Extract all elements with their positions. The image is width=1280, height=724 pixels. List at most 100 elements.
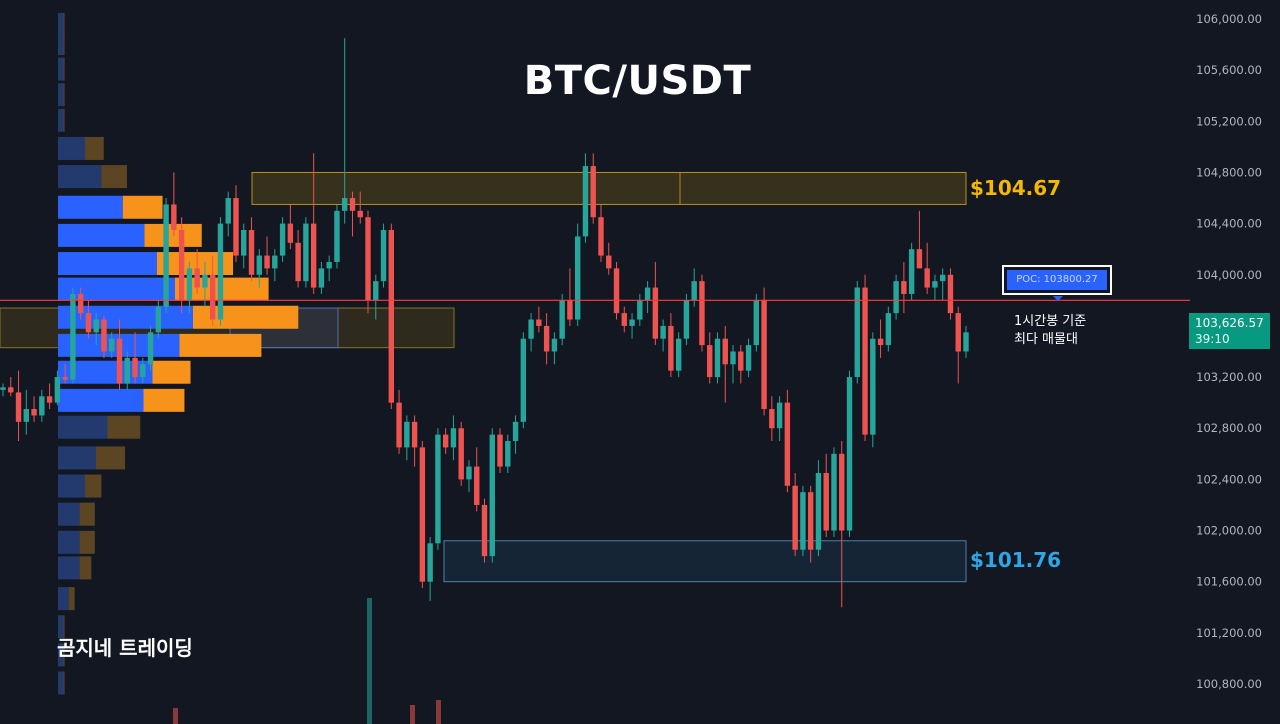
candle-body	[39, 396, 45, 416]
volume-bar	[410, 705, 415, 724]
poc-note: 1시간봉 기준 최다 매물대	[1014, 313, 1086, 349]
candle-body	[202, 274, 208, 288]
poc-note-line1: 1시간봉 기준	[1014, 314, 1087, 329]
candle-body	[310, 223, 317, 288]
candle-body	[54, 377, 61, 403]
candle-body	[792, 485, 798, 550]
candle-body	[109, 338, 115, 352]
candle-body	[349, 198, 356, 211]
candle-body	[435, 434, 441, 544]
candle-body	[870, 338, 876, 435]
y-axis-tick: 102,400.00	[1196, 472, 1262, 486]
candle-body	[62, 377, 68, 380]
candle-body	[924, 268, 930, 288]
volume-profile-up-bar	[58, 446, 96, 470]
candle-body	[474, 466, 480, 505]
candle-body	[940, 274, 946, 282]
volume-profile-down-bar	[63, 615, 65, 639]
candle-body	[877, 338, 884, 346]
volume-profile-down-bar	[179, 333, 262, 357]
current-price-value: 103,626.57	[1195, 316, 1264, 330]
volume-profile-down-bar	[63, 643, 65, 667]
candle-countdown: 39:10	[1195, 332, 1230, 346]
candle-body	[357, 210, 363, 218]
volume-profile-up-bar	[58, 643, 64, 667]
volume-profile-down-bar	[63, 57, 65, 81]
candle-body	[512, 421, 519, 442]
candle-body	[784, 402, 791, 486]
candle-body	[163, 204, 169, 307]
candle-body	[893, 281, 899, 314]
y-axis-tick: 105,600.00	[1196, 63, 1262, 77]
support-zone	[443, 540, 967, 583]
candle-body	[823, 472, 829, 531]
candle-body	[427, 543, 433, 582]
candle-body	[77, 293, 84, 314]
poc-callout: POC: 103800.27	[1002, 265, 1112, 295]
volume-profile-up-bar	[58, 57, 64, 81]
y-axis-tick: 102,800.00	[1196, 421, 1262, 435]
y-axis-tick: 104,000.00	[1196, 268, 1262, 282]
candle-body	[761, 300, 767, 410]
volume-profile-up-bar	[58, 556, 80, 580]
candle-body	[116, 338, 123, 384]
support-level-label: $101.76	[970, 548, 1062, 572]
volume-profile-down-bar	[157, 252, 234, 276]
candle-body	[738, 351, 744, 371]
candle-body	[528, 319, 534, 339]
candle-body	[745, 345, 752, 371]
volume-profile-up-bar	[58, 136, 85, 160]
candle-body	[730, 351, 736, 365]
resistance-level-label: $104.67	[970, 176, 1062, 200]
candle-body	[582, 166, 589, 237]
candle-body	[15, 392, 22, 422]
volume-profile-down-bar	[144, 223, 202, 247]
candle-body	[396, 402, 402, 448]
volume-profile-up-bar	[58, 474, 85, 498]
candle-body	[450, 428, 457, 448]
volume-profile-down-bar	[101, 165, 127, 189]
volume-profile-up-bar	[58, 165, 102, 189]
current-price-tag: 103,626.57 39:10	[1189, 313, 1270, 349]
volume-profile-up-bar	[58, 587, 69, 611]
candle-body	[155, 306, 162, 333]
candle-body	[489, 434, 495, 557]
poc-note-line2: 최다 매물대	[1014, 332, 1078, 347]
candle-body	[295, 242, 301, 282]
candle-body	[8, 387, 14, 393]
candle-body	[722, 338, 728, 365]
candle-body	[147, 332, 154, 365]
candle-body	[598, 217, 604, 256]
candle-body	[101, 319, 107, 352]
candle-body	[606, 255, 612, 269]
candle-body	[303, 223, 309, 282]
candle-body	[932, 281, 938, 288]
volume-profile-up-bar	[58, 530, 80, 554]
poc-label: POC: 103800.27	[1007, 270, 1107, 290]
candle-body	[776, 402, 783, 429]
channel-name: 곰지네 트레이딩	[57, 636, 193, 660]
volume-profile-up-bar	[58, 223, 145, 247]
candle-body	[955, 313, 961, 352]
candle-body	[947, 274, 954, 314]
candle-body	[691, 281, 697, 301]
candle-body	[901, 281, 907, 294]
candle-body	[318, 268, 325, 288]
candle-body	[342, 198, 348, 211]
volume-profile-down-bar	[85, 474, 102, 498]
candle-body	[769, 409, 775, 429]
candle-body	[365, 217, 371, 301]
candle-body	[714, 338, 721, 378]
candle-body	[613, 268, 620, 314]
candle-body	[241, 230, 247, 256]
candle-body	[916, 249, 923, 269]
candle-body	[699, 281, 705, 346]
volume-profile-down-bar	[63, 108, 65, 132]
y-axis-tick: 104,800.00	[1196, 165, 1262, 179]
candle-body	[442, 434, 449, 448]
volume-bar	[173, 708, 178, 724]
candle-body	[132, 357, 138, 378]
volume-profile-up-bar	[58, 32, 64, 56]
